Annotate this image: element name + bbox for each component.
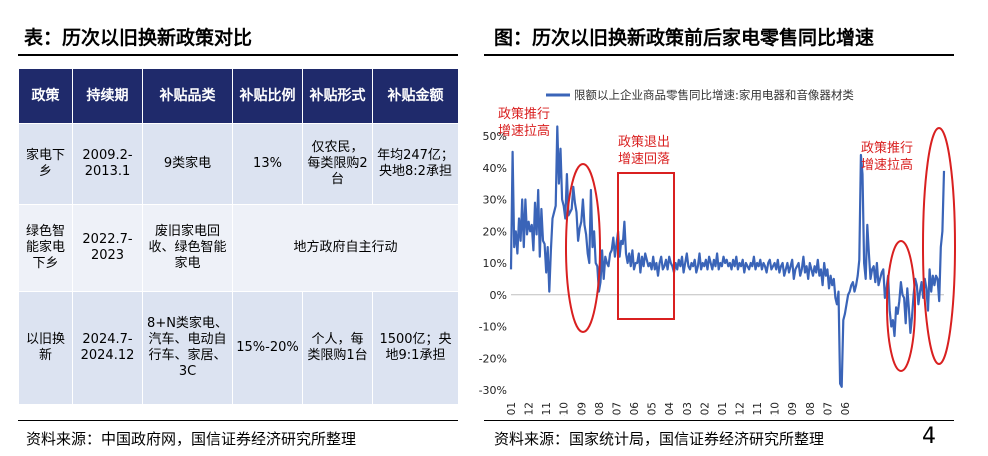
x-tick-label: 2007-12	[524, 402, 536, 416]
x-tick-label: 2018-12	[734, 402, 746, 416]
x-tick-label: 2018-01	[717, 402, 729, 416]
x-tick-label: 2008-11	[541, 402, 553, 416]
legend-label: 限额以上企业商品零售同比增速:家用电器和音像器材类	[574, 88, 854, 102]
x-tick-label: 2014-05	[647, 402, 659, 416]
header-policy: 政策	[18, 68, 73, 124]
x-tick-label: 2020-10	[770, 402, 782, 416]
cell-ratio: 13%	[232, 123, 303, 205]
policy-comparison-table: 政策 持续期 补贴品类 补贴比例 补贴形式 补贴金额 家电下乡 2009.2-2…	[18, 68, 459, 405]
table-row: 绿色智能家电下乡 2022.7-2023 废旧家电回收、绿色智能家电 地方政府自…	[18, 204, 459, 292]
chart-title: 图：历次以旧换新政策前后家电零售同比增速	[494, 27, 875, 49]
y-tick-label: -10%	[479, 321, 507, 334]
y-tick-label: -30%	[479, 384, 507, 397]
annotation-text: 增速拉高	[861, 157, 913, 173]
chart-source: 资料来源：国家统计局，国信证券经济研究所整理	[494, 430, 825, 448]
y-tick-label: 40%	[483, 162, 507, 175]
x-tick-label: 2016-03	[682, 402, 694, 416]
annotation-ellipse	[886, 240, 916, 372]
x-tick-label: 2015-04	[664, 402, 676, 416]
cell-policy: 绿色智能家电下乡	[18, 204, 73, 292]
x-tick-label: 2021-09	[787, 402, 799, 416]
page-number: 4	[922, 424, 936, 449]
x-tick-label: 2022-08	[805, 402, 817, 416]
y-tick-label: -20%	[479, 352, 507, 365]
chart-title-rule	[484, 54, 954, 56]
table-title: 表：历次以旧换新政策对比	[24, 27, 253, 49]
x-tick-label: 2011-08	[594, 402, 606, 416]
x-tick-label: 2009-10	[559, 402, 571, 416]
cell-policy: 家电下乡	[18, 123, 73, 205]
x-tick-label: 2019-11	[752, 402, 764, 416]
cell-period: 2024.7-2024.12	[72, 291, 143, 405]
cell-category: 9类家电	[142, 123, 233, 205]
annotation-text: 政策推行	[861, 140, 913, 156]
cell-amount: 年均247亿；央地8:2承担	[372, 123, 459, 205]
x-tick-label: 2013-06	[629, 402, 641, 416]
series-line	[509, 125, 946, 388]
x-tick-label: 2010-09	[576, 402, 588, 416]
x-tick-label: 2023-07	[822, 402, 834, 416]
table-source: 资料来源：中国政府网，国信证券经济研究所整理	[26, 430, 357, 448]
annotation-text: 增速回落	[618, 152, 670, 167]
table-header-row: 政策 持续期 补贴品类 补贴比例 补贴形式 补贴金额	[18, 68, 459, 124]
annotation-box	[617, 172, 675, 320]
header-period: 持续期	[72, 68, 143, 124]
header-amount: 补贴金额	[372, 68, 459, 124]
cell-period: 2009.2-2013.1	[72, 123, 143, 205]
cell-amount: 1500亿；央地9:1承担	[372, 291, 459, 405]
cell-category: 废旧家电回收、绿色智能家电	[142, 204, 233, 292]
annotation-ellipse	[565, 163, 601, 333]
y-tick-label: 10%	[483, 257, 507, 270]
cell-period: 2022.7-2023	[72, 204, 143, 292]
x-tick-label: 2012-07	[611, 402, 623, 416]
chart-source-rule	[484, 420, 954, 421]
annotation-ellipse	[922, 127, 956, 365]
y-tick-label: 50%	[483, 130, 507, 143]
cell-merged: 地方政府自主行动	[232, 204, 459, 292]
y-tick-label: 30%	[483, 194, 507, 207]
x-tick-label: 2017-02	[699, 402, 711, 416]
retail-growth-chart: 50% 40% 30% 20% 10% 0% -10% -20% -30% 2007-01 200…	[479, 88, 956, 416]
table-row: 家电下乡 2009.2-2013.1 9类家电 13% 仅农民，每类限购2台 年…	[18, 123, 459, 205]
x-tick-label: 2007-01	[506, 402, 518, 416]
header-category: 补贴品类	[142, 68, 233, 124]
y-tick-label: 20%	[483, 225, 507, 238]
table-source-rule	[18, 420, 458, 421]
cell-policy: 以旧换新	[18, 291, 73, 405]
annotation-text: 政策退出	[618, 134, 670, 150]
cell-form: 仅农民，每类限购2台	[302, 123, 373, 205]
header-form: 补贴形式	[302, 68, 373, 124]
annotation-text: 政策推行	[498, 106, 550, 122]
table-row: 以旧换新 2024.7-2024.12 8+N类家电、汽车、电动自行车、家居、3…	[18, 291, 459, 405]
cell-ratio: 15%-20%	[232, 291, 303, 405]
header-ratio: 补贴比例	[232, 68, 303, 124]
y-tick-label: 0%	[490, 289, 507, 302]
annotation-text: 增速拉高	[498, 123, 550, 139]
x-tick-label: 2024-06	[840, 402, 852, 416]
cell-form: 个人，每类限购1台	[302, 291, 373, 405]
cell-category: 8+N类家电、汽车、电动自行车、家居、3C	[142, 291, 233, 405]
table-title-rule	[18, 54, 458, 56]
